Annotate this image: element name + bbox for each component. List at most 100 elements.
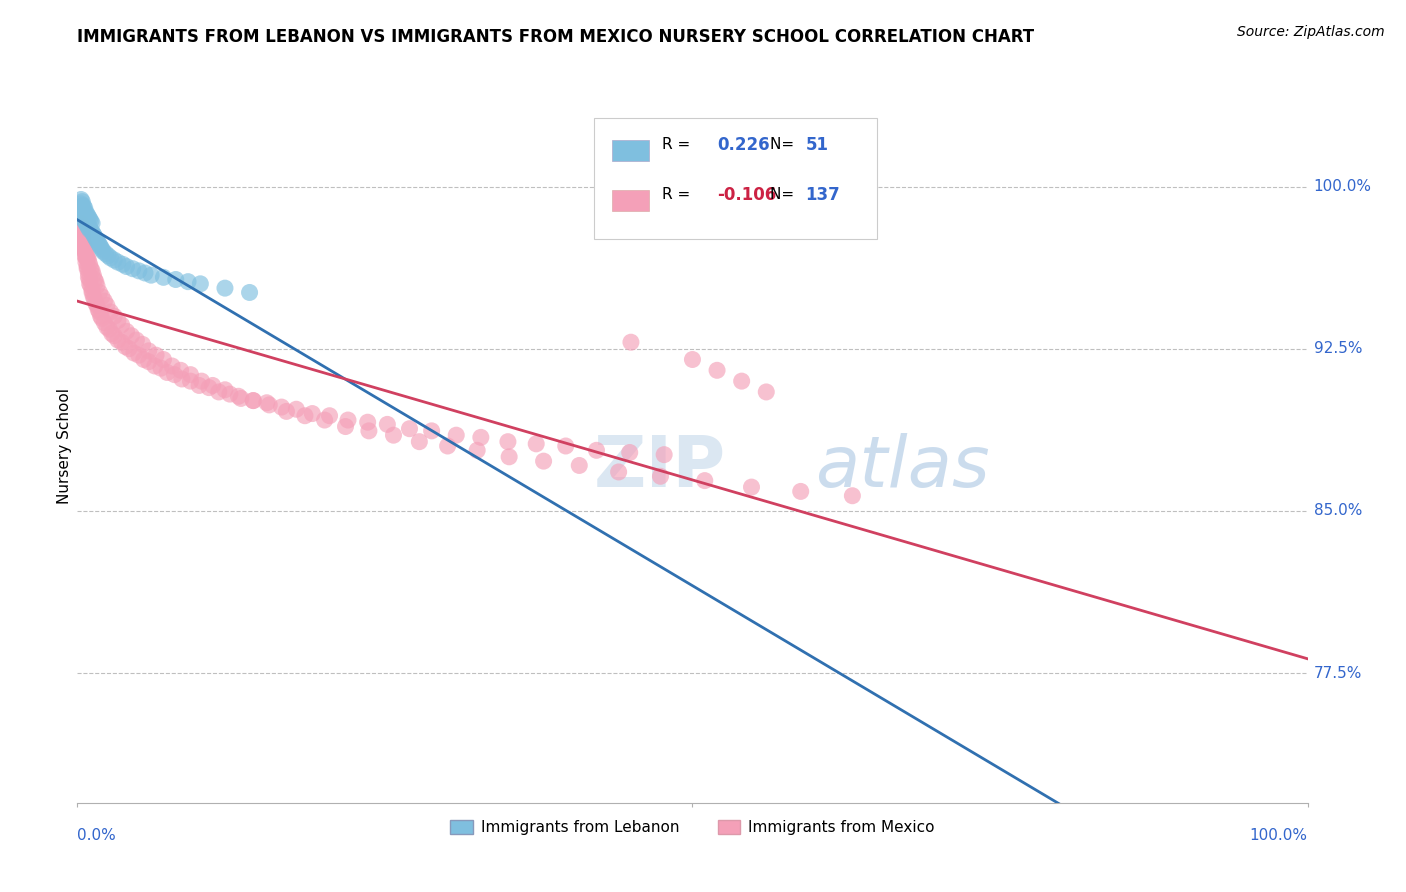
Text: 100.0%: 100.0% [1250,828,1308,843]
Point [76,251,98,265]
Point [198,381,221,395]
Point [77,266,100,280]
Point [436,439,458,453]
Point [242,393,264,408]
Point [96,298,118,312]
Point [75,255,97,269]
Point [76,261,98,276]
Point [84,296,107,310]
Point [72,203,94,218]
Point [75,246,97,260]
Point [337,413,360,427]
Point [398,422,420,436]
Point [554,439,576,453]
Point [79,272,101,286]
Point [76,219,98,233]
Point [111,257,134,271]
Point [652,448,675,462]
Y-axis label: Nursery School: Nursery School [56,388,72,504]
Point [73,242,96,256]
Point [357,424,380,438]
Point [73,249,96,263]
Point [82,227,104,241]
Point [682,352,704,367]
Point [650,469,672,483]
Point [97,249,120,263]
Point [276,404,298,418]
Point [93,316,115,330]
Point [103,310,125,324]
Point [107,333,129,347]
Point [70,194,93,209]
Point [465,443,488,458]
Point [741,480,763,494]
Point [132,352,155,367]
Point [107,313,129,327]
Point [70,234,93,248]
Point [96,320,118,334]
Point [90,290,114,304]
Point [75,210,97,224]
Point [93,294,115,309]
Point [314,413,336,427]
Point [138,343,160,358]
Point [70,220,93,235]
Point [111,335,132,350]
Point [70,225,93,239]
Point [77,270,100,285]
Point [177,275,200,289]
Point [72,211,94,226]
Text: R =: R = [662,137,695,153]
Point [115,260,138,274]
Text: 92.5%: 92.5% [1313,342,1362,356]
Point [91,244,114,259]
Point [134,266,156,280]
Point [256,396,278,410]
Point [73,214,96,228]
Point [77,220,100,235]
Point [72,199,94,213]
Point [86,279,108,293]
Point [128,264,150,278]
Point [86,234,108,248]
Point [82,285,104,300]
Point [335,419,357,434]
Point [70,234,93,248]
Point [377,417,399,432]
Point [79,220,101,235]
Point [75,251,97,265]
Point [79,257,101,271]
FancyBboxPatch shape [613,140,650,161]
Text: atlas: atlas [815,433,990,502]
Point [79,223,101,237]
Point [170,372,193,386]
Point [76,208,98,222]
Point [138,354,160,368]
Point [70,196,93,211]
Text: 85.0%: 85.0% [1313,503,1362,518]
Point [90,242,114,256]
Point [72,240,94,254]
Text: 137: 137 [806,186,841,203]
Text: 0.0%: 0.0% [77,828,117,843]
Point [619,445,641,459]
Point [80,214,103,228]
Point [82,290,104,304]
Point [84,231,107,245]
Point [318,409,340,423]
Point [125,333,148,347]
Point [446,428,468,442]
Point [620,335,643,350]
Point [607,465,630,479]
Point [214,383,236,397]
Point [150,361,173,376]
Point [90,311,114,326]
Point [228,389,250,403]
Point [163,368,186,382]
Point [100,305,122,319]
Point [87,235,110,250]
Text: N=: N= [770,137,799,153]
Point [89,305,111,319]
Point [72,238,94,252]
Point [82,225,104,239]
